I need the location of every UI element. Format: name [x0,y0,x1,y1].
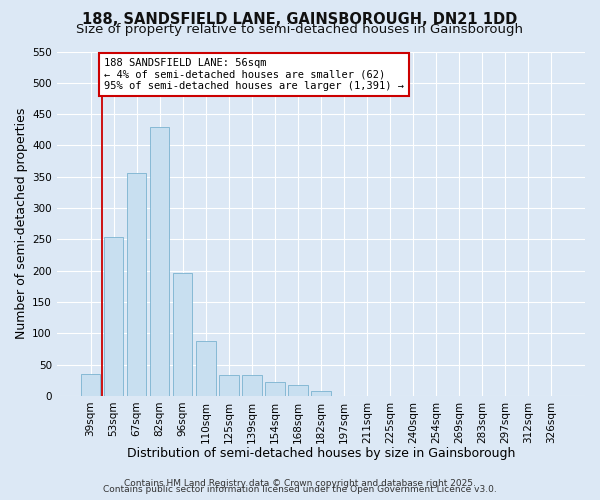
Bar [219,374,239,396]
Bar [242,374,262,396]
Bar [104,238,124,396]
Text: Size of property relative to semi-detached houses in Gainsborough: Size of property relative to semi-detach… [77,24,523,36]
Bar [288,385,308,396]
Bar [173,272,193,396]
X-axis label: Distribution of semi-detached houses by size in Gainsborough: Distribution of semi-detached houses by … [127,447,515,460]
Text: Contains HM Land Registry data © Crown copyright and database right 2025.: Contains HM Land Registry data © Crown c… [124,478,476,488]
Text: Contains public sector information licensed under the Open Government Licence v3: Contains public sector information licen… [103,485,497,494]
Bar [150,126,169,396]
Bar [265,382,284,396]
Bar [196,341,215,396]
Text: 188 SANDSFIELD LANE: 56sqm
← 4% of semi-detached houses are smaller (62)
95% of : 188 SANDSFIELD LANE: 56sqm ← 4% of semi-… [104,58,404,91]
Text: 188, SANDSFIELD LANE, GAINSBOROUGH, DN21 1DD: 188, SANDSFIELD LANE, GAINSBOROUGH, DN21… [82,12,518,28]
Bar [311,391,331,396]
Bar [127,173,146,396]
Y-axis label: Number of semi-detached properties: Number of semi-detached properties [15,108,28,340]
Bar [81,374,100,396]
